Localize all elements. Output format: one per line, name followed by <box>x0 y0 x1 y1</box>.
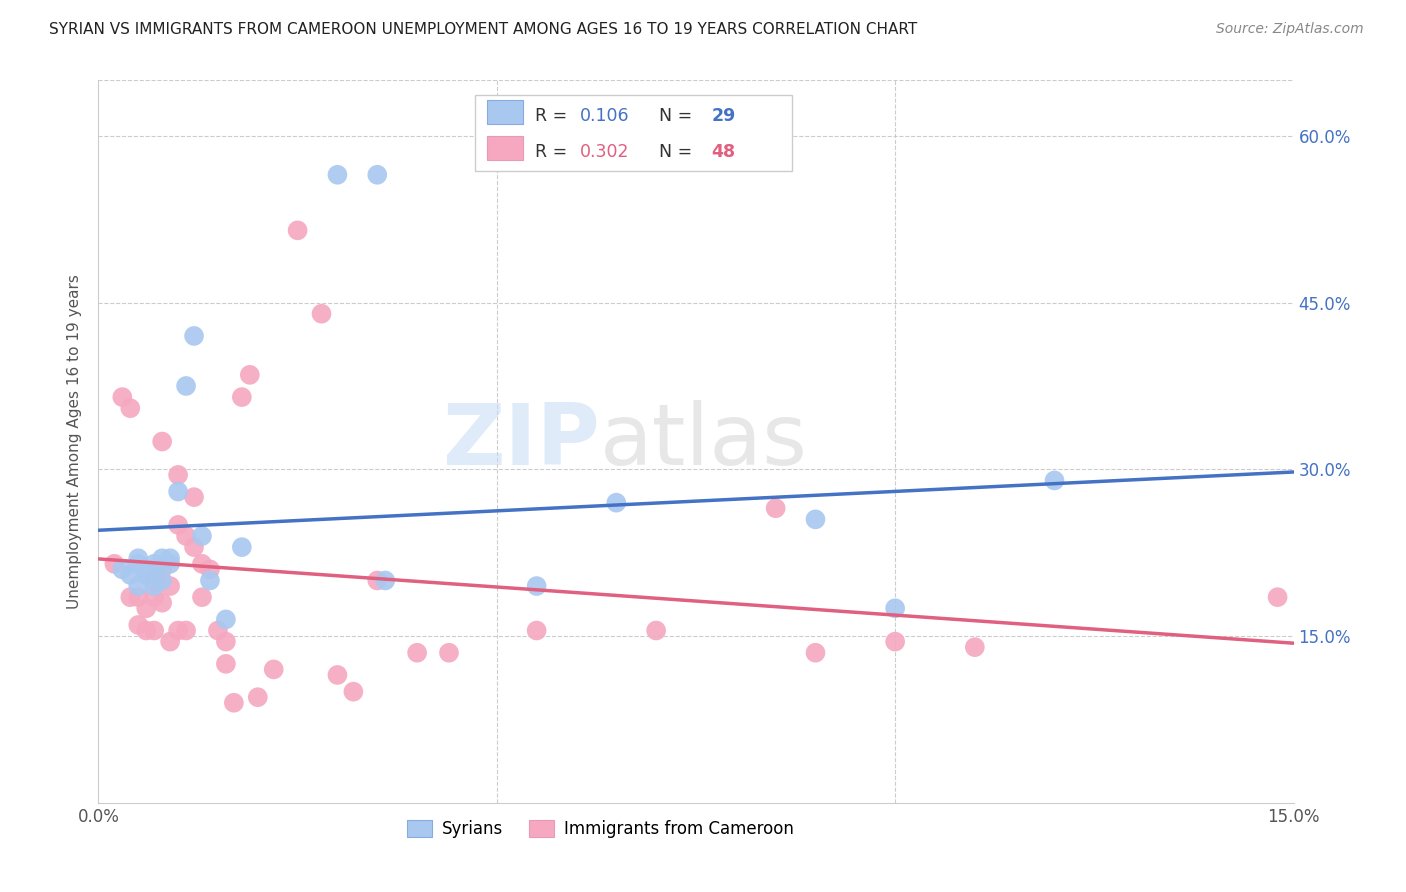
Text: N =: N = <box>648 143 697 161</box>
Point <box>135 601 157 615</box>
Text: SYRIAN VS IMMIGRANTS FROM CAMEROON UNEMPLOYMENT AMONG AGES 16 TO 19 YEARS CORREL: SYRIAN VS IMMIGRANTS FROM CAMEROON UNEMP… <box>49 22 918 37</box>
Point <box>127 618 149 632</box>
Point <box>159 634 181 648</box>
Point <box>111 390 134 404</box>
Point <box>366 574 388 588</box>
Point <box>215 657 238 671</box>
Point <box>326 668 349 682</box>
Point <box>167 624 190 638</box>
FancyBboxPatch shape <box>475 95 792 170</box>
Point <box>239 368 262 382</box>
Point <box>374 574 396 588</box>
Point <box>605 496 627 510</box>
Y-axis label: Unemployment Among Ages 16 to 19 years: Unemployment Among Ages 16 to 19 years <box>67 274 83 609</box>
Point <box>150 574 173 588</box>
Point <box>127 557 149 571</box>
Point <box>143 590 166 604</box>
Point <box>215 634 238 648</box>
Point <box>342 684 364 698</box>
Point <box>167 467 190 482</box>
Point <box>143 562 166 576</box>
Point <box>143 624 166 638</box>
Point <box>326 168 349 182</box>
Text: N =: N = <box>648 107 697 125</box>
Text: Source: ZipAtlas.com: Source: ZipAtlas.com <box>1216 22 1364 37</box>
Point <box>150 596 173 610</box>
Point <box>215 612 238 626</box>
Point <box>207 624 229 638</box>
Point <box>1043 474 1066 488</box>
Point <box>183 490 205 504</box>
Point <box>884 601 907 615</box>
Point <box>159 579 181 593</box>
Point <box>159 551 181 566</box>
Point <box>804 646 827 660</box>
Text: ZIP: ZIP <box>443 400 600 483</box>
Point <box>143 557 166 571</box>
Text: 29: 29 <box>711 107 735 125</box>
Point <box>246 690 269 705</box>
Point <box>103 557 125 571</box>
Point <box>191 590 214 604</box>
Point <box>366 168 388 182</box>
Point <box>437 646 460 660</box>
Point <box>963 640 986 655</box>
Legend: Syrians, Immigrants from Cameroon: Syrians, Immigrants from Cameroon <box>401 814 800 845</box>
Point <box>526 624 548 638</box>
Point <box>150 562 173 576</box>
Point <box>174 529 197 543</box>
Point <box>143 579 166 593</box>
Text: 48: 48 <box>711 143 735 161</box>
Point <box>191 529 214 543</box>
Point <box>231 390 253 404</box>
Text: atlas: atlas <box>600 400 808 483</box>
Point <box>222 696 245 710</box>
Point <box>183 329 205 343</box>
Point <box>645 624 668 638</box>
Point <box>127 579 149 593</box>
Text: R =: R = <box>534 143 572 161</box>
Bar <box>486 136 523 161</box>
Point <box>127 551 149 566</box>
Point <box>804 512 827 526</box>
Point <box>127 590 149 604</box>
Point <box>120 568 142 582</box>
Point <box>135 562 157 576</box>
Point <box>765 501 787 516</box>
Text: R =: R = <box>534 107 572 125</box>
Point <box>183 540 205 554</box>
Point <box>263 662 285 676</box>
Point <box>111 562 134 576</box>
Point <box>174 624 197 638</box>
Point <box>231 540 253 554</box>
Point <box>198 562 221 576</box>
Text: 0.302: 0.302 <box>581 143 630 161</box>
Point <box>526 579 548 593</box>
Point <box>120 401 142 416</box>
Text: 0.106: 0.106 <box>581 107 630 125</box>
Point <box>150 434 173 449</box>
Point <box>135 624 157 638</box>
Point <box>120 590 142 604</box>
Point <box>1267 590 1289 604</box>
Point <box>198 574 221 588</box>
Point <box>143 574 166 588</box>
Point <box>159 557 181 571</box>
Point <box>406 646 429 660</box>
Point <box>167 517 190 532</box>
Point <box>167 484 190 499</box>
Point <box>150 551 173 566</box>
Point <box>287 223 309 237</box>
Point <box>311 307 333 321</box>
Point <box>135 568 157 582</box>
Point <box>884 634 907 648</box>
Point <box>191 557 214 571</box>
Point <box>174 379 197 393</box>
Bar <box>486 100 523 125</box>
